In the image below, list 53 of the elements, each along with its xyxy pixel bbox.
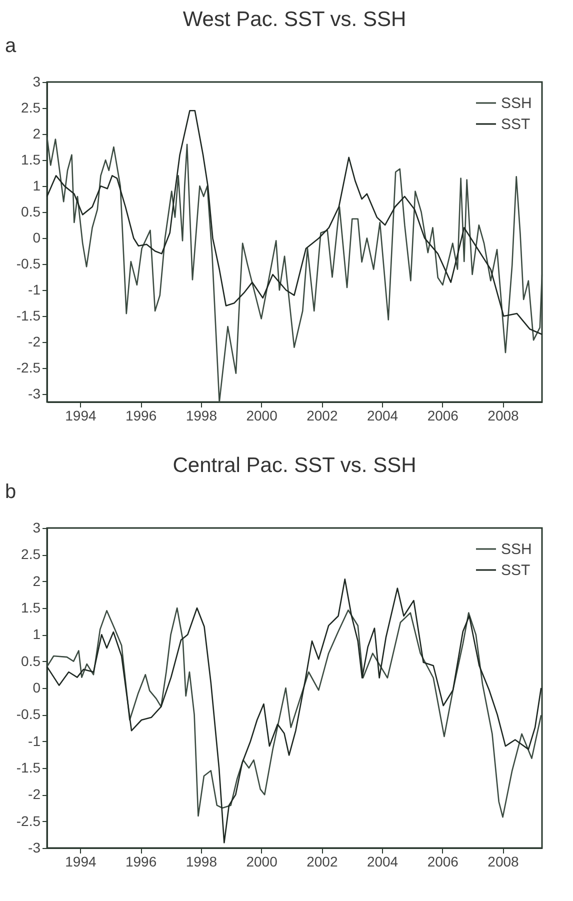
x-tick-label: 2006 (427, 408, 459, 424)
x-tick-label: 2004 (366, 854, 398, 870)
text: a (5, 35, 17, 57)
x-tick-label: 2002 (306, 854, 338, 870)
x-tick-label: 1998 (186, 854, 218, 870)
y-tick-label: 1.5 (21, 600, 41, 616)
line-series (46, 607, 542, 818)
x-tick-label: 1996 (125, 854, 157, 870)
y-tick-label: -1 (28, 282, 41, 298)
y-tick-label: -2 (28, 334, 41, 350)
y-tick-label: 2 (32, 126, 41, 142)
y-tick-label: -2 (28, 786, 41, 802)
y-tick-label: -1.5 (16, 760, 41, 776)
legend-label: SSH (501, 95, 532, 112)
text: b (5, 481, 16, 503)
x-tick-label: 2000 (246, 854, 278, 870)
y-tick-label: -3 (28, 840, 41, 856)
x-tick-label: 1998 (186, 408, 218, 424)
legend-label: SST (501, 116, 530, 133)
y-tick-label: 2 (32, 572, 41, 589)
y-tick-label: 1.5 (21, 152, 41, 168)
y-tick-label: -2.5 (16, 360, 41, 376)
y-tick-label: 1 (32, 626, 41, 642)
chart-title: Central Pac. SST vs. SSH (172, 454, 416, 477)
y-tick-label: 2.5 (21, 100, 41, 116)
y-tick-label: 0.5 (21, 204, 41, 220)
y-tick-label: -1.5 (16, 308, 41, 324)
y-tick-label: -1 (28, 732, 41, 749)
line-series (46, 110, 543, 336)
y-tick-label: 3 (32, 74, 41, 90)
y-tick-label: -0.5 (16, 706, 41, 722)
x-tick-label: 1994 (65, 408, 96, 424)
y-tick-label: -3 (28, 386, 41, 402)
x-tick-label: 1996 (125, 408, 157, 424)
chart-title: West Pac. SST vs. SSH (182, 8, 406, 31)
x-tick-label: 2000 (246, 408, 278, 424)
x-tick-label: 1994 (65, 854, 96, 870)
y-tick-label: 0 (32, 230, 41, 246)
x-tick-label: 2006 (427, 854, 459, 870)
x-tick-label: 2008 (488, 854, 520, 870)
y-tick-label: 0 (32, 680, 41, 696)
y-tick-label: 1 (32, 178, 41, 194)
y-tick-label: -0.5 (16, 256, 41, 272)
y-tick-label: 2.5 (21, 546, 41, 562)
legend-label: SST (501, 562, 530, 579)
legend-label: SSH (501, 541, 532, 558)
x-tick-label: 2008 (488, 408, 520, 424)
y-tick-label: 3 (32, 520, 41, 536)
y-tick-label: -2.5 (16, 812, 41, 829)
y-tick-label: 0.5 (21, 652, 41, 669)
x-tick-label: 2004 (366, 408, 398, 424)
line-series (46, 578, 542, 844)
x-tick-label: 2002 (306, 408, 338, 424)
